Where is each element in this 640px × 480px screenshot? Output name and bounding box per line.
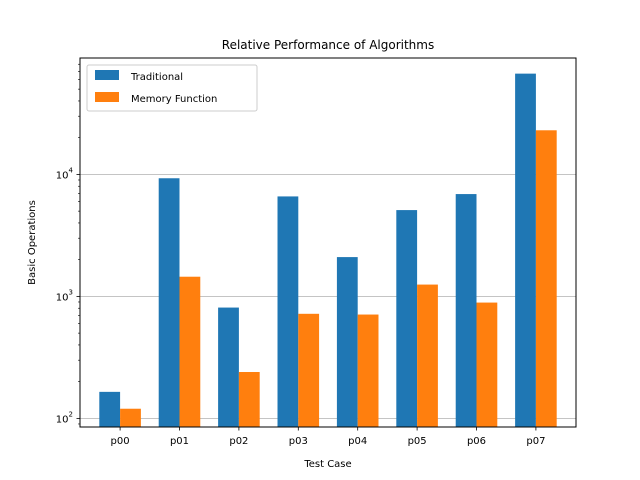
y-tick-label: 104 bbox=[56, 166, 74, 181]
bar-traditional-p01 bbox=[158, 178, 180, 427]
bar-memory-function-p01 bbox=[179, 276, 201, 427]
legend-swatch-traditional bbox=[95, 70, 119, 80]
chart-title: Relative Performance of Algorithms bbox=[222, 38, 434, 52]
legend-frame bbox=[86, 64, 258, 112]
bar-traditional-p02 bbox=[218, 307, 239, 427]
x-tick-label: p01 bbox=[170, 436, 189, 447]
bar-memory-function-p03 bbox=[298, 313, 320, 427]
bars bbox=[99, 73, 557, 427]
grid-lines bbox=[80, 174, 576, 419]
bar-memory-function-p07 bbox=[535, 130, 557, 427]
bar-memory-function-p06 bbox=[476, 302, 498, 427]
bar-traditional-p06 bbox=[455, 194, 477, 427]
y-axis-ticks: 102 103 104 bbox=[56, 63, 80, 425]
legend: Traditional Memory Function bbox=[86, 64, 258, 112]
legend-label-traditional: Traditional bbox=[130, 72, 183, 83]
bar-memory-function-p02 bbox=[238, 372, 260, 427]
bar-traditional-p03 bbox=[277, 196, 299, 427]
x-axis-ticks: p00 p01 p02 p03 p04 p05 p06 p07 bbox=[111, 427, 545, 447]
bar-memory-function-p00 bbox=[120, 408, 141, 427]
x-tick-label: p04 bbox=[348, 436, 367, 447]
x-tick-label: p00 bbox=[111, 436, 130, 447]
bar-traditional-p05 bbox=[396, 210, 418, 427]
bar-traditional-p07 bbox=[515, 73, 536, 427]
y-tick-label: 102 bbox=[56, 410, 73, 425]
plot-area-frame bbox=[79, 57, 577, 428]
x-tick-label: p03 bbox=[289, 436, 308, 447]
legend-label-memory-function: Memory Function bbox=[131, 94, 217, 105]
bar-traditional-p00 bbox=[99, 391, 121, 427]
y-axis-label: Basic Operations bbox=[27, 200, 38, 285]
bar-traditional-p04 bbox=[336, 257, 358, 427]
x-tick-label: p02 bbox=[229, 436, 248, 447]
legend-swatch-memory-function bbox=[95, 92, 119, 102]
bar-memory-function-p04 bbox=[357, 314, 379, 427]
x-tick-label: p05 bbox=[408, 436, 427, 447]
x-axis-label: Test Case bbox=[303, 459, 351, 470]
y-tick-label: 103 bbox=[56, 288, 73, 303]
x-tick-label: p06 bbox=[467, 436, 486, 447]
bar-memory-function-p05 bbox=[417, 284, 438, 427]
x-tick-label: p07 bbox=[526, 436, 545, 447]
